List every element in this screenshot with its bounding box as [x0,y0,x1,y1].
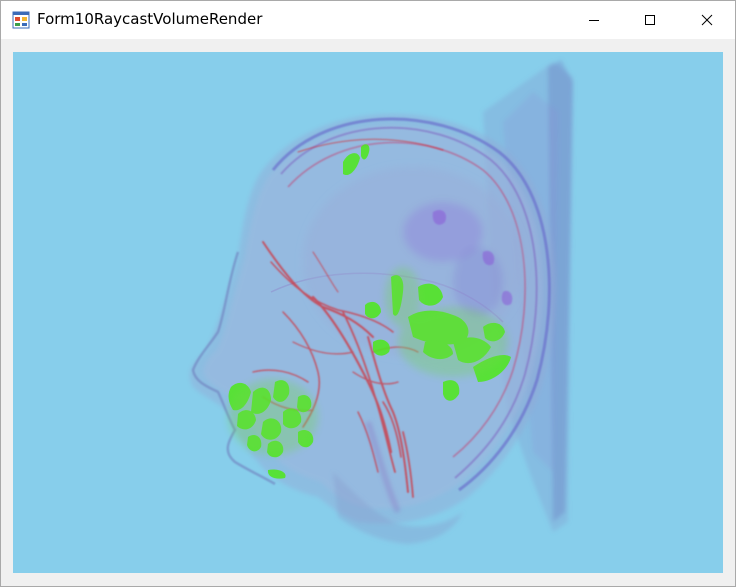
violet-accents [432,210,513,306]
form-client-area [1,39,735,586]
neck-tissue [333,421,463,544]
close-button[interactable] [684,1,730,39]
close-icon [701,11,713,30]
maximize-icon [644,11,656,30]
green-glow [228,267,508,455]
title-bar[interactable]: Form10RaycastVolumeRender [1,1,735,39]
windows-form-icon [12,11,30,29]
window-title: Form10RaycastVolumeRender [37,10,263,28]
minimize-button[interactable] [571,1,617,39]
minimize-icon [588,11,600,30]
blood-vessels [252,138,444,498]
volume-render-viewport[interactable] [13,52,723,573]
volume-render-image [189,60,573,544]
maximize-button[interactable] [627,1,673,39]
